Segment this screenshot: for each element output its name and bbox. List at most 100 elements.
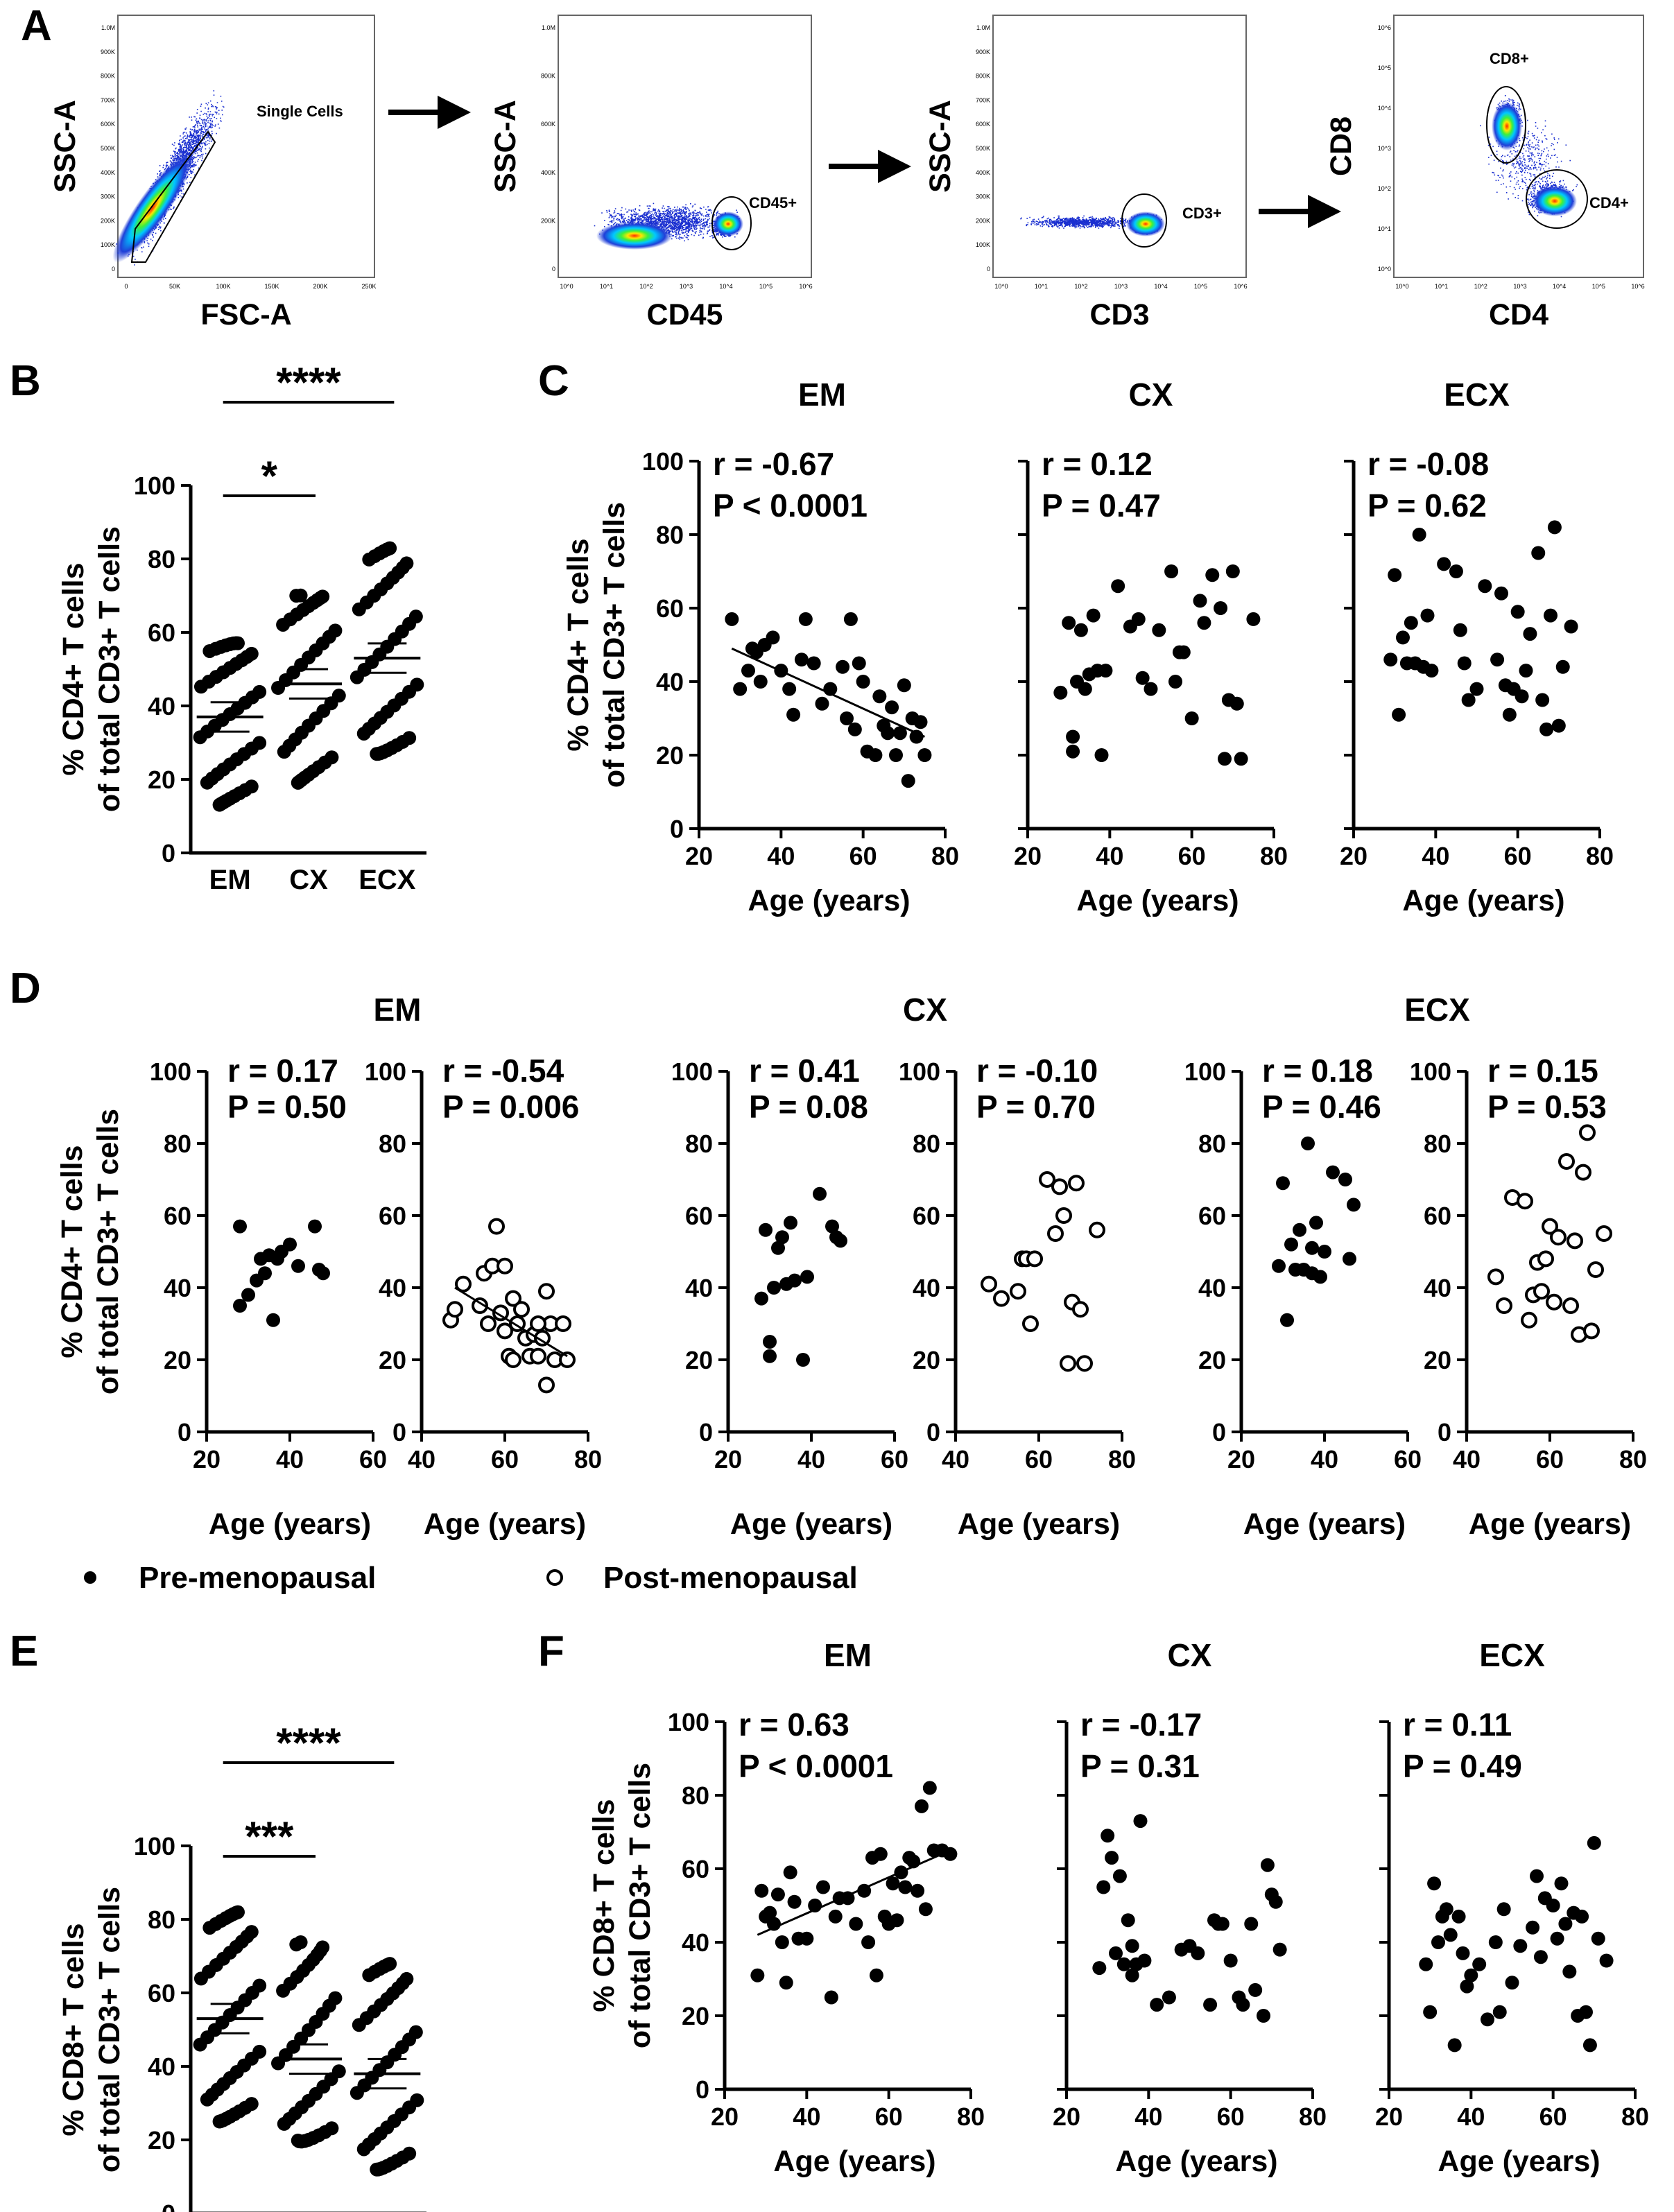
x-tick-label: 40 [1453,1445,1481,1474]
data-point [898,1880,913,1894]
data-point [530,1347,546,1365]
data-point [1461,693,1476,707]
data-point [559,1351,576,1368]
data-point [1558,1153,1575,1170]
data-point [725,612,739,626]
flow-xlabel: CD4 [1489,298,1548,331]
data-point [915,1799,929,1813]
flow-ytick: 800K [541,73,555,80]
data-point [1447,2038,1462,2053]
y-tick-label: 40 [913,1274,940,1302]
flow-ytick: 800K [101,73,115,80]
data-point [847,722,862,736]
data-point [1423,2005,1438,2019]
y-tick-label: 60 [682,1855,709,1883]
data-point [1420,608,1435,623]
cd4-gate-label: CD4+ [1589,194,1629,211]
data-point [1392,707,1406,722]
data-point [917,748,932,762]
data-point [1599,1953,1614,1968]
data-point [1481,2012,1494,2027]
data-point [1478,579,1492,594]
data-point [1236,1998,1250,2012]
subplot-title: ECX [1444,377,1510,413]
data-point [1546,1293,1562,1311]
data-point [480,1315,497,1332]
data-point [1062,616,1076,630]
flow-events [1020,215,1143,230]
data-point [1460,1979,1474,1994]
data-point [1191,1946,1205,1960]
data-point [1053,685,1068,700]
data-point [1073,623,1088,637]
data-point [538,1283,555,1300]
y-tick-label: 80 [1424,1130,1451,1158]
x-axis-title: Age (years) [424,1507,586,1541]
data-point [1309,1216,1323,1230]
data-point [1457,656,1472,671]
r-value: r = 0.11 [1403,1706,1512,1743]
data-point [800,1270,814,1284]
legend-marker-pre [84,1571,96,1584]
x-tick-label: 80 [1621,2102,1649,2131]
data-point [513,1301,530,1318]
data-point [1131,612,1146,626]
x-tick-label: 80 [574,1445,602,1474]
group-title: CX [903,992,947,1028]
flow-ytick: 10^3 [1378,145,1391,152]
group-point [399,556,414,571]
data-point [1437,557,1451,571]
data-point [1582,2038,1597,2053]
category-label: ECX [359,865,416,895]
data-point [1125,1968,1139,1982]
panel-f-subplot-cx: 20 40 60 80 CX r = -0.17 P = 0.31 Age (years) [1053,1637,1327,2178]
p-value: P = 0.53 [1487,1089,1607,1125]
group-point [244,2097,259,2111]
data-point [741,664,755,678]
flow-ytick: 400K [101,169,115,176]
p-value: P = 0.46 [1262,1089,1381,1125]
x-tick-label: 80 [957,2102,985,2131]
flow-ytick: 100K [976,241,990,248]
y-axis-title: % CD4+ T cells [57,562,90,775]
x-tick-label: 40 [793,2102,820,2131]
panel-label-c: C [538,357,569,405]
r-value: r = 0.12 [1042,446,1153,482]
data-point [492,1304,509,1322]
y-tick-label: 100 [899,1057,940,1086]
data-point [1068,1175,1085,1192]
y-tick-label: 0 [178,1418,191,1446]
flow-events [594,202,739,242]
data-point [447,1301,463,1318]
x-axis-title: Age (years) [209,1507,371,1541]
data-point [813,1186,827,1201]
y-tick-label: 40 [148,2053,175,2081]
data-point [1564,619,1578,634]
data-point [1089,1221,1105,1238]
data-point [881,726,895,741]
x-tick-label: 20 [1340,842,1367,870]
data-point [759,1222,773,1237]
data-point [1150,1998,1164,2012]
data-point [1066,729,1080,744]
data-point [1550,1229,1567,1246]
data-point [816,1880,830,1894]
data-point [1431,1935,1445,1949]
x-tick-label: 60 [1394,1445,1422,1474]
flow-plot-2: 10^0 10^1 10^2 10^3 10^4 10^5 10^6 0 200K 400K 600… [489,15,813,331]
x-tick-label: 60 [1536,1445,1564,1474]
flow-ytick: 800K [976,73,990,80]
data-point [472,1297,488,1314]
x-axis-title: Age (years) [773,2145,935,2178]
significance-label: *** [245,1813,294,1860]
data-point [873,1847,888,1861]
data-point [316,1266,330,1281]
data-point [1060,1355,1076,1372]
panel-label-e: E [10,1627,38,1675]
data-point [1539,722,1554,736]
y-tick-label: 0 [1438,1418,1451,1446]
y-axis-title-2: of total CD3+ T cells [623,1763,657,2048]
x-axis-title: Age (years) [958,1507,1120,1541]
data-point [1111,579,1125,594]
data-point [233,1299,247,1313]
